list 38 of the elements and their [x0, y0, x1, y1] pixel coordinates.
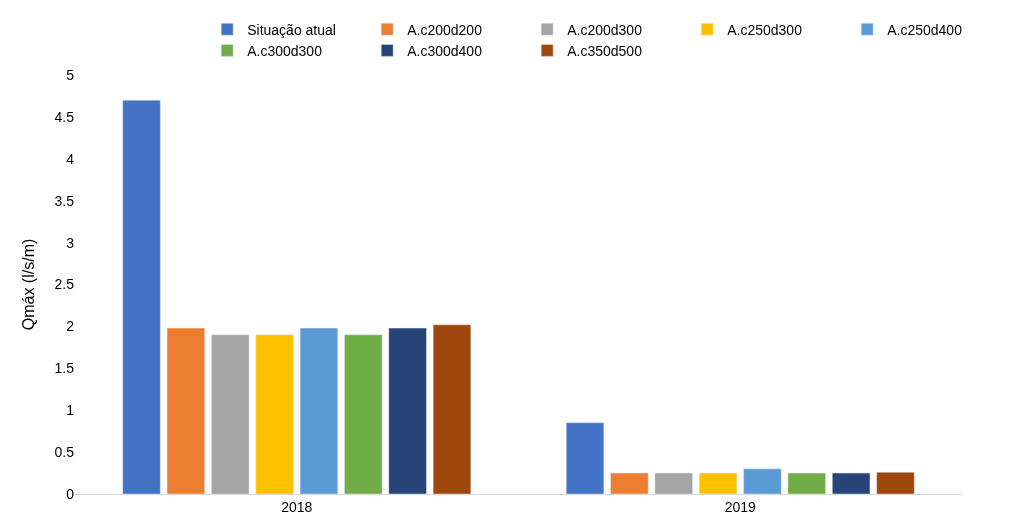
- bar: [698, 472, 738, 494]
- x-tick-label: 2019: [724, 498, 757, 515]
- legend-label: Situação atual: [247, 21, 336, 38]
- x-tick-label: 2018: [281, 498, 313, 515]
- bar: [122, 99, 161, 494]
- bar: [344, 334, 383, 494]
- y-tick-label: 3: [66, 234, 75, 251]
- bar: [211, 334, 250, 494]
- bar: [832, 472, 871, 494]
- bar: [432, 324, 472, 494]
- legend-label: A.c300d300: [247, 42, 323, 59]
- y-axis-title: Qmáx (l/s/m): [20, 238, 38, 331]
- y-tick-label: 0: [66, 485, 75, 502]
- bar: [255, 334, 294, 494]
- y-tick-label: 3.5: [54, 192, 75, 209]
- bar: [787, 472, 826, 494]
- y-tick-label: 5: [66, 66, 75, 83]
- legend-label: A.c350d500: [567, 42, 643, 59]
- bar: [743, 468, 782, 494]
- legend-label: A.c300d400: [407, 42, 483, 59]
- y-tick-label: 0.5: [54, 444, 75, 460]
- bar: [299, 327, 339, 494]
- bar: [166, 327, 205, 494]
- y-tick-label: 4: [66, 150, 75, 167]
- legend-label: A.c200d300: [567, 21, 643, 38]
- bar: [388, 327, 427, 494]
- legend-label: A.c250d400: [887, 21, 963, 38]
- legend-label: A.c250d300: [727, 21, 803, 38]
- bar: [565, 422, 605, 494]
- bar: [876, 471, 915, 494]
- y-tick-label: 2.5: [54, 276, 75, 293]
- legend-label: A.c200d200: [407, 21, 483, 38]
- bar: [610, 472, 649, 494]
- y-tick-label: 1: [66, 402, 75, 419]
- y-tick-label: 1.5: [54, 360, 75, 377]
- y-tick-label: 4.5: [54, 108, 75, 125]
- y-tick-label: 2: [66, 318, 75, 335]
- bar: [654, 472, 693, 494]
